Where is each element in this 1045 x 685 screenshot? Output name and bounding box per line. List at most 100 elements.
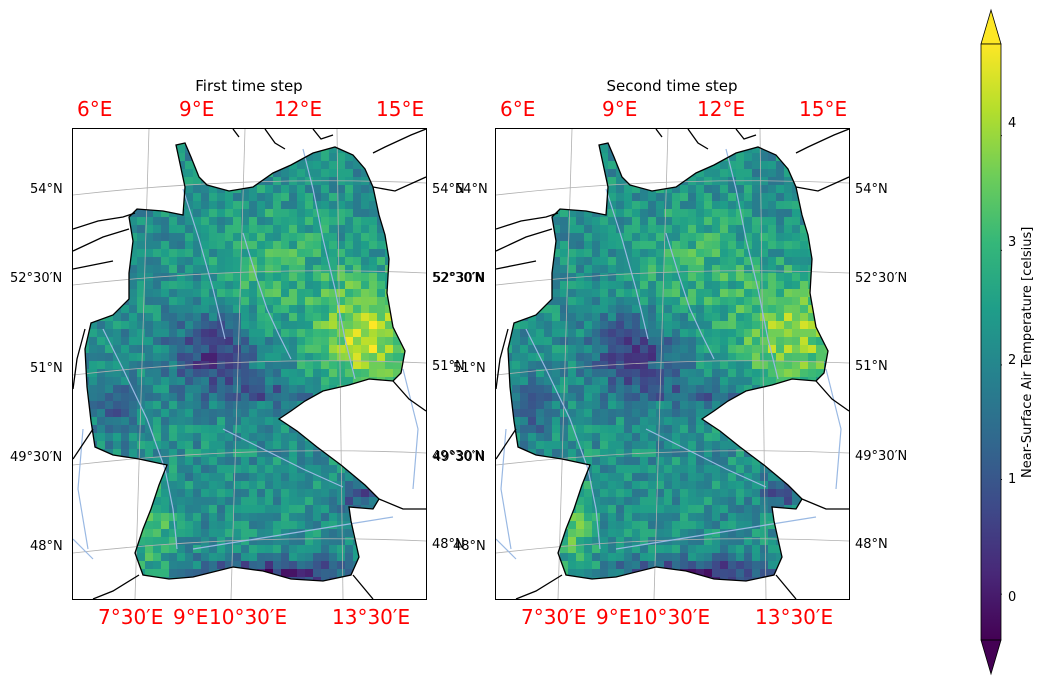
grid-cell	[808, 337, 817, 346]
grid-cell	[752, 249, 761, 258]
panel-2-map[interactable]	[495, 128, 850, 600]
grid-cell	[273, 281, 282, 290]
grid-cell	[688, 401, 697, 410]
grid-cell	[233, 529, 242, 538]
grid-cell	[193, 345, 202, 354]
grid-cell	[704, 321, 713, 330]
grid-cell	[329, 553, 338, 562]
grid-cell	[161, 489, 170, 498]
grid-cell	[377, 265, 386, 274]
grid-cell	[113, 409, 122, 418]
grid-cell	[592, 217, 601, 226]
grid-cell	[281, 201, 290, 210]
grid-cell	[648, 233, 657, 242]
grid-cell	[273, 513, 282, 522]
grid-cell	[257, 369, 266, 378]
grid-cell	[153, 385, 162, 394]
grid-cell	[297, 473, 306, 482]
grid-cell	[768, 273, 777, 282]
grid-cell	[680, 401, 689, 410]
grid-cell	[113, 449, 122, 458]
grid-cell	[177, 241, 186, 250]
grid-cell	[704, 489, 713, 498]
grid-cell	[121, 329, 130, 338]
grid-cell	[568, 297, 577, 306]
grid-cell	[329, 321, 338, 330]
grid-cell	[289, 449, 298, 458]
grid-cell	[552, 369, 561, 378]
grid-cell	[688, 369, 697, 378]
meridian-line	[336, 129, 344, 599]
grid-cell	[297, 193, 306, 202]
grid-cell	[520, 361, 529, 370]
panel-2-right-lat-label: 48°N	[855, 537, 888, 552]
grid-cell	[313, 313, 322, 322]
grid-cell	[664, 321, 673, 330]
grid-cell	[97, 369, 106, 378]
grid-cell	[592, 337, 601, 346]
grid-cell	[680, 449, 689, 458]
grid-cell	[608, 289, 617, 298]
grid-cell	[305, 161, 314, 170]
grid-cell	[600, 241, 609, 250]
grid-cell	[632, 217, 641, 226]
grid-cell	[345, 225, 354, 234]
grid-cell	[233, 233, 242, 242]
grid-cell	[688, 353, 697, 362]
grid-cell	[257, 553, 266, 562]
grid-cell	[217, 561, 226, 570]
grid-cell	[576, 337, 585, 346]
grid-cell	[353, 361, 362, 370]
grid-cell	[217, 233, 226, 242]
grid-cell	[321, 473, 330, 482]
grid-cell	[273, 249, 282, 258]
grid-cell	[600, 505, 609, 514]
grid-cell	[289, 265, 298, 274]
grid-cell	[576, 409, 585, 418]
grid-cell	[241, 409, 250, 418]
grid-cell	[696, 481, 705, 490]
grid-cell	[776, 489, 785, 498]
grid-cell	[177, 505, 186, 514]
grid-cell	[257, 537, 266, 546]
grid-cell	[145, 377, 154, 386]
grid-cell	[664, 185, 673, 194]
grid-cell	[89, 401, 98, 410]
grid-cell	[728, 321, 737, 330]
grid-cell	[337, 241, 346, 250]
grid-cell	[640, 217, 649, 226]
grid-cell	[113, 361, 122, 370]
grid-cell	[201, 337, 210, 346]
grid-cell	[145, 417, 154, 426]
grid-cell	[193, 337, 202, 346]
parallel-line	[73, 270, 426, 286]
grid-cell	[201, 505, 210, 514]
panel-1-map[interactable]	[72, 128, 427, 600]
grid-cell	[233, 289, 242, 298]
grid-cell	[233, 337, 242, 346]
grid-cell	[752, 169, 761, 178]
grid-cell	[321, 289, 330, 298]
grid-cell	[568, 385, 577, 394]
grid-cell	[353, 257, 362, 266]
grid-cell	[688, 449, 697, 458]
grid-cell	[744, 481, 753, 490]
grid-cell	[632, 361, 641, 370]
grid-cell	[608, 449, 617, 458]
grid-cell	[736, 321, 745, 330]
parallel-line	[73, 180, 426, 196]
grid-cell	[752, 353, 761, 362]
grid-cell	[664, 305, 673, 314]
grid-cell	[129, 257, 138, 266]
grid-cell	[289, 345, 298, 354]
grid-cell	[369, 313, 378, 322]
grid-cell	[265, 441, 274, 450]
grid-cell	[169, 233, 178, 242]
grid-cell	[273, 233, 282, 242]
grid-cell	[512, 337, 521, 346]
grid-cell	[608, 185, 617, 194]
grid-cell	[768, 225, 777, 234]
grid-cell	[137, 225, 146, 234]
grid-cell	[305, 569, 314, 578]
grid-cell	[704, 193, 713, 202]
